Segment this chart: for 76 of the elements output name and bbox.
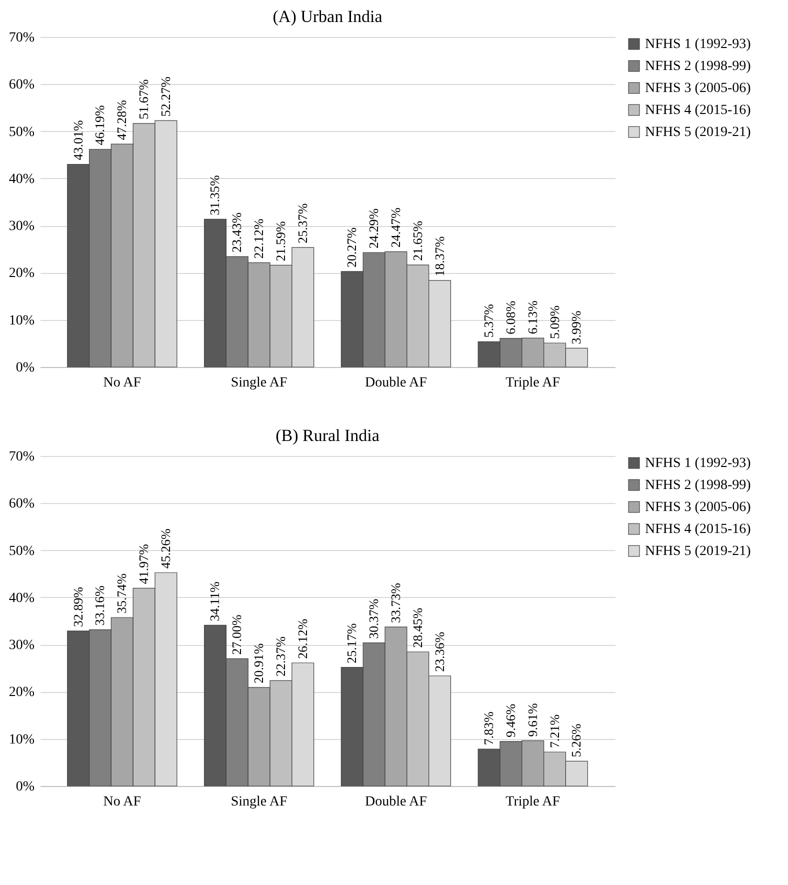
y-tick-label: 70% bbox=[8, 450, 35, 464]
y-tick-label: 50% bbox=[8, 124, 35, 140]
x-tick-label: No AF bbox=[103, 794, 142, 810]
data-label: 26.12% bbox=[294, 618, 310, 659]
data-label: 25.17% bbox=[344, 623, 360, 664]
data-label: 5.09% bbox=[546, 305, 562, 340]
x-tick-label: Double AF bbox=[365, 376, 428, 390]
y-tick-label: 60% bbox=[8, 496, 35, 512]
x-tick-label: Single AF bbox=[230, 794, 288, 810]
legend-label: NFHS 3 (2005-06) bbox=[645, 500, 752, 515]
data-label: 24.29% bbox=[366, 208, 382, 248]
data-label: 45.26% bbox=[158, 528, 173, 569]
y-tick-label: 0% bbox=[16, 780, 35, 794]
y-tick-label: 10% bbox=[8, 732, 35, 748]
data-label: 47.28% bbox=[114, 100, 130, 140]
x-tick-label: No AF bbox=[103, 376, 142, 390]
chart-title: (A) Urban India bbox=[272, 7, 383, 26]
data-label: 9.61% bbox=[524, 702, 540, 737]
data-label: 18.37% bbox=[432, 236, 447, 276]
x-tick-label: Double AF bbox=[365, 794, 428, 810]
data-label: 32.89% bbox=[70, 586, 86, 627]
data-label: 51.67% bbox=[136, 79, 152, 120]
data-label: 3.99% bbox=[568, 310, 584, 344]
x-tick-label: Triple AF bbox=[506, 794, 560, 810]
y-tick-label: 20% bbox=[8, 685, 35, 700]
y-tick-label: 70% bbox=[8, 30, 35, 46]
data-label: 41.97% bbox=[136, 544, 152, 584]
data-label: 23.43% bbox=[229, 212, 244, 253]
data-label: 6.13% bbox=[524, 300, 540, 334]
legend-label: NFHS 1 (1992-93) bbox=[645, 456, 752, 471]
legend-label: NFHS 4 (2015-16) bbox=[645, 522, 752, 537]
data-label: 27.00% bbox=[229, 614, 244, 655]
data-label: 52.27% bbox=[158, 76, 173, 117]
data-label: 20.27% bbox=[344, 227, 360, 268]
data-label: 25.37% bbox=[294, 203, 310, 244]
data-label: 28.45% bbox=[410, 608, 425, 648]
data-label: 30.37% bbox=[366, 598, 382, 639]
data-label: 43.01% bbox=[70, 120, 86, 160]
data-label: 5.37% bbox=[481, 304, 496, 338]
data-label: 31.35% bbox=[207, 174, 222, 216]
y-tick-label: 60% bbox=[8, 78, 35, 93]
y-tick-label: 40% bbox=[8, 590, 35, 606]
legend-label: NFHS 2 (1998-99) bbox=[645, 59, 752, 74]
y-tick-label: 40% bbox=[8, 172, 35, 187]
legend-label: NFHS 4 (2015-16) bbox=[645, 103, 752, 118]
legend-label: NFHS 5 (2019-21) bbox=[645, 544, 752, 559]
data-label: 7.83% bbox=[481, 711, 496, 746]
data-label: 9.46% bbox=[502, 704, 518, 738]
x-tick-label: Single AF bbox=[230, 376, 288, 390]
data-label: 7.21% bbox=[546, 714, 562, 748]
y-tick-label: 10% bbox=[8, 313, 35, 328]
data-label: 6.08% bbox=[502, 300, 518, 334]
data-label: 21.59% bbox=[272, 220, 288, 262]
data-label: 33.73% bbox=[388, 582, 403, 623]
data-label: 24.47% bbox=[388, 207, 403, 248]
y-tick-label: 20% bbox=[8, 266, 35, 282]
data-label: 22.12% bbox=[251, 218, 266, 259]
x-tick-label: Triple AF bbox=[506, 376, 560, 390]
data-label: 20.91% bbox=[251, 643, 266, 684]
data-label: 33.16% bbox=[92, 585, 108, 626]
y-tick-label: 30% bbox=[8, 219, 35, 234]
y-tick-label: 0% bbox=[16, 360, 35, 376]
y-tick-label: 30% bbox=[8, 638, 35, 654]
chart-title: (B) Rural India bbox=[276, 426, 380, 445]
legend-label: NFHS 3 (2005-06) bbox=[645, 81, 752, 96]
legend-label: NFHS 1 (1992-93) bbox=[645, 37, 752, 52]
data-label: 22.37% bbox=[272, 636, 288, 677]
data-label: 34.11% bbox=[207, 581, 222, 622]
data-label: 46.19% bbox=[92, 104, 108, 146]
data-label: 21.65% bbox=[410, 220, 425, 261]
data-label: 35.74% bbox=[114, 573, 130, 614]
legend-label: NFHS 2 (1998-99) bbox=[645, 478, 752, 493]
legend-label: NFHS 5 (2019-21) bbox=[645, 125, 752, 140]
data-label: 23.36% bbox=[432, 632, 447, 672]
data-label: 5.26% bbox=[568, 723, 584, 758]
y-tick-label: 50% bbox=[8, 544, 35, 559]
